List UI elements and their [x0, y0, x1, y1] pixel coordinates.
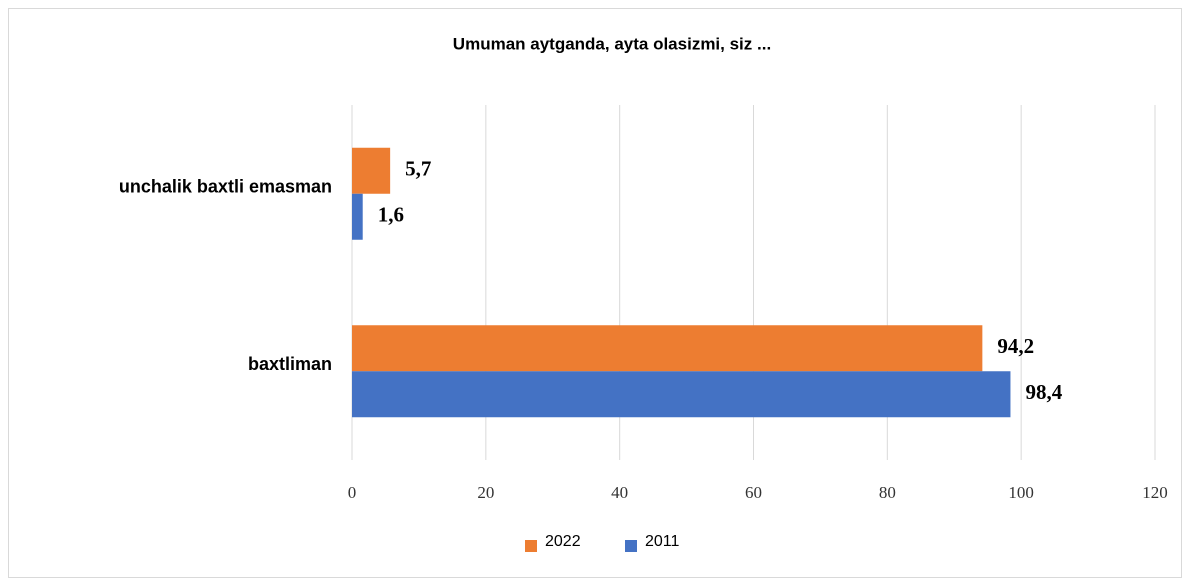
x-tick-label: 120	[1142, 483, 1168, 502]
x-tick-label: 0	[348, 483, 357, 502]
legend-label: 2011	[645, 533, 680, 550]
legend-swatch	[625, 540, 637, 552]
chart-border	[8, 8, 1182, 578]
legend-label: 2022	[545, 533, 581, 550]
x-tick-label: 60	[745, 483, 762, 502]
data-label: 98,4	[1025, 380, 1062, 404]
bar	[352, 147, 391, 194]
x-tick-label: 100	[1008, 483, 1034, 502]
data-label: 5,7	[405, 157, 431, 181]
bar	[352, 193, 363, 240]
data-label: 1,6	[378, 203, 404, 227]
y-tick-label: baxtliman	[248, 354, 332, 374]
x-tick-label: 20	[477, 483, 494, 502]
x-tick-label: 40	[611, 483, 628, 502]
bar	[352, 371, 1011, 418]
bar	[352, 325, 983, 372]
y-tick-label: unchalik baxtli emasman	[119, 177, 332, 197]
legend-swatch	[525, 540, 537, 552]
data-label: 94,2	[997, 334, 1034, 358]
chart-title: Umuman aytganda, ayta olasizmi, siz ...	[453, 34, 771, 53]
x-tick-label: 80	[879, 483, 896, 502]
